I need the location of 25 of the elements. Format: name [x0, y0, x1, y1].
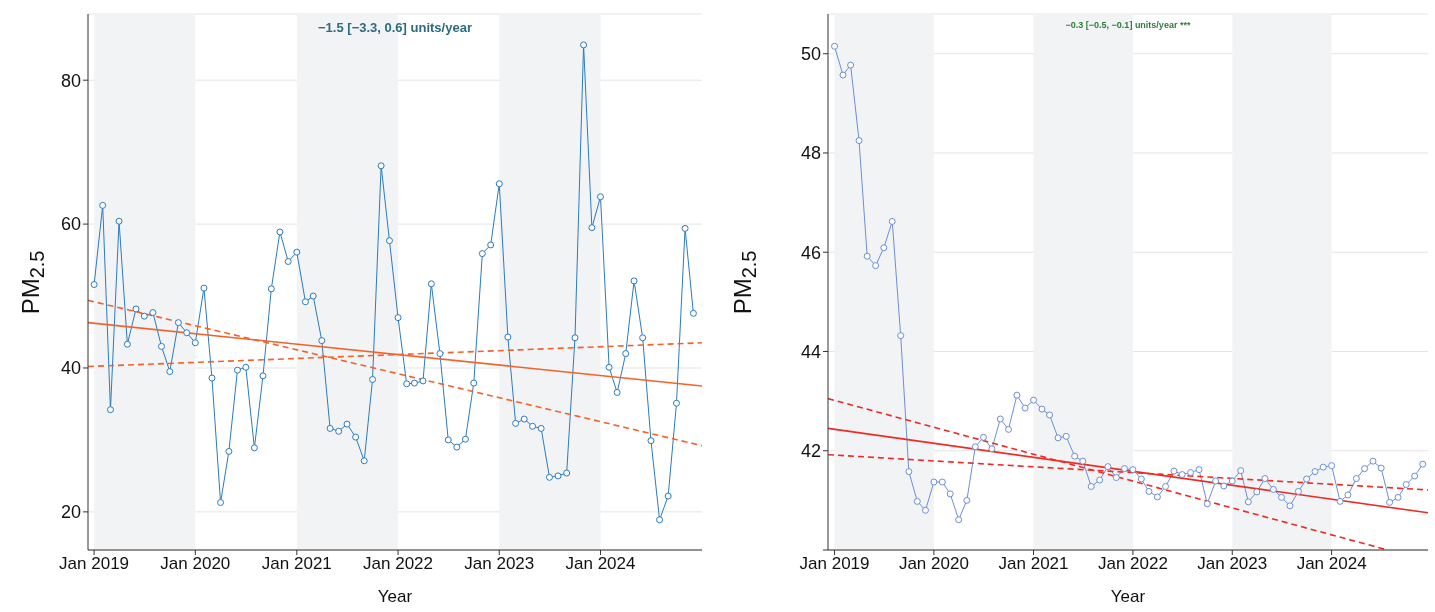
y-tick-label: 80: [60, 70, 81, 91]
annotation: −1.5 [−3.3, 0.6] units/year: [317, 20, 473, 35]
x-tick-label: Jan 2023: [1197, 554, 1268, 574]
y-tick-label: 42: [800, 441, 821, 462]
x-axis-title: Year: [377, 587, 413, 606]
x-tick-label: Jan 2024: [1296, 554, 1367, 574]
x-tick-label: Jan 2020: [898, 554, 969, 574]
y-tick-label: 40: [60, 358, 81, 379]
x-tick-label: Jan 2019: [59, 554, 130, 574]
x-tick-label: Jan 2022: [1097, 554, 1168, 574]
y-tick-label: 48: [800, 143, 821, 164]
x-tick-label: Jan 2023: [464, 554, 535, 574]
y-tick-label: 60: [60, 214, 81, 235]
x-tick-label: Jan 2022: [363, 554, 434, 574]
x-axis-title: Year: [1110, 587, 1146, 606]
x-tick-label: Jan 2019: [799, 554, 870, 574]
y-tick-label: 46: [800, 242, 821, 263]
x-tick-label: Jan 2021: [261, 554, 332, 574]
x-tick-label: Jan 2020: [160, 554, 231, 574]
x-tick-label: Jan 2021: [998, 554, 1069, 574]
y-tick-label: 20: [60, 502, 81, 523]
y-tick-label: 44: [800, 341, 821, 362]
annotation: −0.3 [−0.5, −0.1] units/year ***: [1064, 20, 1192, 30]
y-tick-label: 50: [800, 44, 821, 65]
x-tick-label: Jan 2024: [565, 554, 636, 574]
